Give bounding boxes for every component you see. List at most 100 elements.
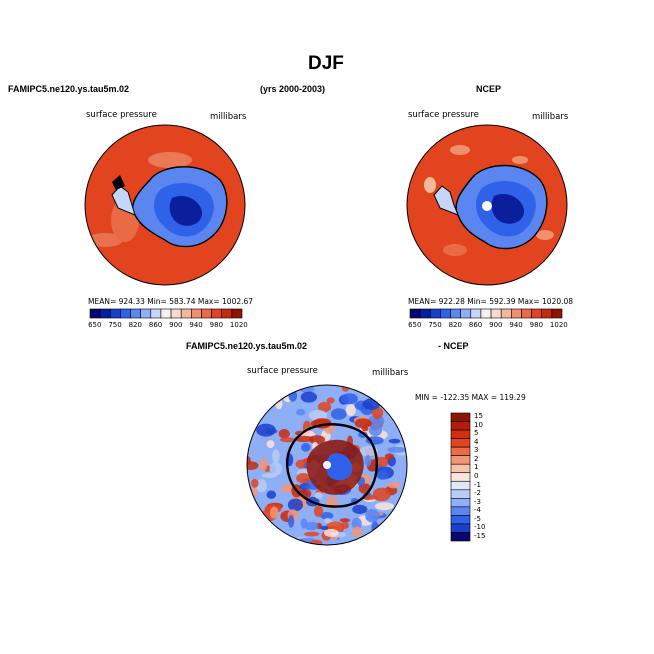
diff-anomaly-blob: [272, 449, 280, 463]
diff-colorbar-tick-label: -1: [474, 480, 481, 489]
diff-anomaly-blob: [371, 406, 384, 419]
obs-colorbar: [409, 308, 563, 319]
diff-anomaly-blob: [313, 505, 324, 517]
diff-anomaly-blob: [320, 512, 334, 520]
diff-anomaly-blob: [365, 509, 380, 523]
diff-header-obs: - NCEP: [438, 341, 469, 351]
diff-colorbar-box: [450, 523, 471, 533]
diff-anomaly-blob: [351, 517, 362, 530]
diff-units-label: millibars: [372, 368, 409, 378]
obs-colorbar-tick-label: 900: [489, 321, 503, 329]
diff-anomaly-blob: [296, 409, 306, 416]
obs-colorbar-box: [490, 308, 502, 319]
model-colorbar-box: [180, 308, 192, 319]
model-colorbar-tick-label: 820: [128, 321, 142, 329]
obs-colorbar-box: [541, 308, 553, 319]
obs-colorbar-box: [511, 308, 522, 319]
model-colorbar-box: [130, 308, 141, 319]
diff-anomaly-blob: [374, 502, 394, 511]
diff-anomaly-blob: [340, 393, 358, 405]
diff-anomaly-blob: [372, 487, 391, 502]
model-colorbar-box: [89, 308, 101, 319]
obs-colorbar-tick-label: 750: [428, 321, 442, 329]
obs-colorbar-box: [470, 308, 482, 319]
model-polar-map: [84, 124, 246, 286]
obs-colorbar-tick-label: 940: [509, 321, 523, 329]
obs-units-label: millibars: [532, 112, 569, 122]
diff-anomaly-blob: [304, 531, 320, 537]
model-variable-label: surface pressure: [86, 110, 157, 120]
diff-polar-map: [246, 384, 408, 546]
obs-colorbar-box: [531, 308, 543, 319]
diff-anomaly-blob: [341, 521, 349, 530]
page-title: DJF: [308, 53, 344, 74]
diff-colorbar-tick-label: 4: [474, 437, 479, 446]
diff-colorbar-box: [450, 446, 471, 456]
diff-colorbar-box: [450, 515, 471, 525]
model-colorbar-tick-label: 980: [209, 321, 224, 329]
diff-anomaly-blob: [330, 408, 347, 420]
diff-anomaly-blob: [266, 440, 275, 449]
diff-colorbar-box: [450, 463, 471, 474]
diff-colorbar-boxes: [450, 412, 471, 542]
diff-anomaly-blob: [317, 401, 332, 413]
model-colorbar-tick-label: 750: [108, 321, 122, 329]
diff-colorbar-tick-label: -3: [474, 497, 481, 506]
obs-colorbar-box: [450, 308, 461, 319]
diff-colorbar-box: [450, 438, 471, 448]
diff-colorbar-box: [450, 455, 471, 465]
diff-colorbar-tick-label: 15: [474, 412, 483, 421]
model-colorbar: [89, 308, 243, 319]
model-colorbar-box: [160, 308, 172, 319]
model-colorbar-box: [221, 308, 233, 319]
diff-header-model: FAMIPC5.ne120.ys.tau5m.02: [186, 341, 308, 351]
diff-colorbar-box: [450, 421, 471, 431]
obs-polar-map: [406, 124, 568, 286]
diff-anomaly-blob: [269, 461, 283, 476]
diff-anomaly-blob: [324, 518, 332, 524]
diff-colorbar-box: [450, 429, 471, 439]
diff-anomaly-blob: [301, 442, 311, 452]
obs-colorbar-box: [419, 308, 431, 319]
model-colorbar-tick-label: 1020: [229, 321, 248, 329]
diff-anomaly-blob: [351, 526, 362, 538]
obs-colorbar-tick-label: 820: [448, 321, 462, 329]
diff-anomaly-blob: [368, 424, 382, 437]
obs-colorbar-boxes: [409, 308, 563, 319]
model-colorbar-box: [231, 308, 243, 319]
obs-colorbar-box: [480, 308, 492, 319]
model-colorbar-box: [140, 308, 152, 319]
obs-variable-label: surface pressure: [408, 110, 479, 120]
diff-anomaly-blob: [300, 391, 318, 403]
diff-anomaly-blob: [256, 423, 276, 437]
model-stats: MEAN= 924.33 Min= 583.74 Max= 1002.67: [88, 297, 254, 306]
diff-colorbar-tick-label: -10: [474, 523, 486, 532]
diff-anomaly-blob: [320, 525, 329, 531]
obs-colorbar-box: [440, 308, 451, 319]
model-units-label: millibars: [210, 112, 247, 122]
diff-anomaly-blob: [304, 521, 319, 531]
diff-colorbar-box: [450, 480, 471, 491]
diff-anomaly-blob: [387, 446, 407, 453]
diff-colorbar-tick-label: 10: [474, 420, 483, 429]
diff-anomaly-blob: [294, 435, 314, 443]
diff-anomaly-blob: [296, 473, 311, 484]
diff-anomaly-blob: [376, 470, 389, 480]
obs-colorbar-box: [429, 308, 441, 319]
diff-anomaly-blob: [326, 397, 335, 404]
diff-colorbar-box: [450, 412, 471, 422]
diff-colorbar-tick-label: 0: [474, 472, 479, 480]
header-years: (yrs 2000-2003): [260, 84, 326, 94]
diff-colorbar-tick-label: -4: [474, 506, 481, 515]
model-colorbar-box: [191, 308, 202, 319]
model-colorbar-tick-label: 860: [148, 321, 163, 329]
diff-anomaly-blob: [384, 453, 395, 460]
model-colorbar-box: [99, 308, 111, 319]
model-colorbar-box: [201, 308, 212, 319]
diff-colorbar-box: [450, 532, 471, 542]
obs-colorbar-box: [460, 308, 472, 319]
obs-colorbar-box: [500, 308, 512, 319]
diff-colorbar-tick-label: -5: [474, 514, 481, 523]
diff-anomaly-blob: [354, 418, 372, 429]
